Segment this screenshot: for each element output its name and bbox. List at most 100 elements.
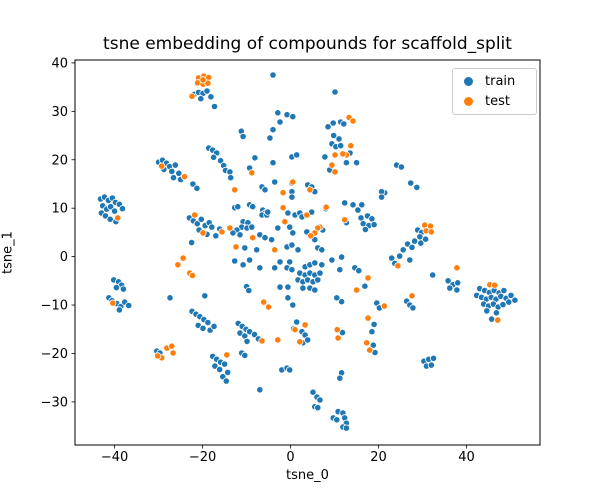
scatter-point-test: [394, 262, 402, 270]
scatter-point-train: [304, 336, 312, 344]
scatter-point-train: [227, 174, 235, 182]
scatter-point-train: [294, 246, 302, 254]
scatter-point-test: [274, 336, 282, 344]
scatter-point-train: [203, 87, 211, 95]
scatter-point-train: [293, 151, 301, 159]
legend: train test: [452, 68, 537, 115]
scatter-point-test: [174, 261, 182, 269]
scatter-point-train: [429, 354, 438, 362]
scatter-point-test: [364, 314, 372, 322]
scatter-point-train: [231, 257, 239, 265]
test-marker-icon: [464, 97, 473, 106]
scatter-point-test: [223, 351, 231, 359]
scatter-point-test: [191, 211, 199, 219]
scatter-point-test: [158, 162, 166, 170]
scatter-point-train: [193, 184, 201, 192]
scatter-point-train: [329, 119, 337, 127]
scatter-point-test: [366, 346, 374, 354]
scatter-point-train: [421, 235, 430, 243]
scatter-point-train: [507, 291, 515, 299]
scatter-point-train: [288, 193, 296, 201]
scatter-point-train: [269, 126, 277, 134]
scatter-point-test: [260, 298, 268, 306]
scatter-point-train: [286, 366, 294, 374]
scatter-point-train: [399, 246, 407, 254]
scatter-point-train: [316, 269, 324, 277]
scatter-point-train: [210, 153, 218, 161]
scatter-point-train: [368, 328, 376, 336]
scatter-point-train: [271, 264, 279, 272]
scatter-point-train: [276, 118, 284, 126]
scatter-point-train: [410, 237, 419, 245]
scatter-point-train: [168, 167, 176, 175]
scatter-point-train: [349, 201, 357, 209]
legend-label-train: train: [485, 74, 516, 89]
y-axis-label: tsne_1: [0, 231, 16, 274]
scatter-point-test: [421, 221, 429, 229]
scatter-point-train: [289, 113, 297, 121]
scatter-point-test: [204, 79, 212, 87]
train-marker-icon: [464, 77, 473, 86]
scatter-point-test: [291, 326, 299, 334]
scatter-point-test: [248, 169, 256, 177]
scatter-point-train: [245, 286, 253, 295]
scatter-point-train: [243, 337, 251, 345]
scatter-point-test: [289, 178, 297, 186]
scatter-point-train: [361, 225, 369, 234]
scatter-point-train: [246, 256, 254, 264]
scatter-point-train: [354, 206, 362, 214]
scatter-point-train: [211, 362, 219, 370]
scatter-point-train: [453, 286, 461, 294]
scatter-point-train: [355, 267, 363, 275]
y-tick-label: 20: [51, 153, 68, 168]
scatter-point-train: [377, 193, 386, 201]
scatter-point-test: [264, 303, 273, 311]
scatter-point-train: [266, 134, 274, 142]
scatter-point-train: [199, 324, 207, 332]
scatter-point-train: [499, 300, 507, 309]
scatter-point-train: [335, 135, 343, 143]
scatter-point-test: [322, 203, 330, 211]
scatter-point-train: [407, 179, 415, 187]
scatter-point-train: [269, 71, 277, 79]
scatter-point-test: [307, 232, 315, 240]
scatter-point-train: [171, 161, 179, 169]
scatter-point-train: [337, 298, 346, 306]
scatter-point-test: [339, 150, 347, 158]
scatter-point-train: [446, 284, 454, 292]
scatter-point-train: [311, 259, 319, 267]
scatter-point-test: [231, 186, 239, 194]
scatter-point-train: [261, 186, 269, 194]
scatter-point-test: [341, 216, 349, 224]
scatter-point-test: [349, 117, 357, 125]
scatter-point-test: [334, 334, 342, 342]
scatter-point-train: [299, 284, 307, 292]
scatter-point-train: [370, 320, 378, 328]
x-tick-label: 20: [370, 450, 387, 465]
scatter-point-train: [166, 294, 174, 302]
scatter-point-test: [232, 243, 240, 251]
scatter-point-test: [364, 274, 372, 282]
scatter-point-test: [154, 352, 162, 360]
scatter-point-train: [336, 374, 344, 382]
scatter-point-train: [222, 377, 230, 385]
scatter-point-train: [511, 296, 519, 304]
scatter-point-train: [369, 341, 377, 349]
y-tick-label: 0: [60, 250, 68, 265]
scatter-point-train: [224, 368, 232, 376]
scatter-point-train: [251, 154, 259, 162]
scatter-point-train: [342, 424, 350, 432]
scatter-point-train: [328, 256, 336, 264]
scatter-point-train: [337, 142, 345, 150]
scatter-point-test: [453, 264, 461, 272]
x-axis-label: tsne_0: [286, 468, 329, 483]
scatter-point-train: [253, 246, 261, 254]
scatter-point-test: [226, 224, 234, 232]
scatter-point-test: [333, 326, 341, 334]
scatter-point-train: [288, 241, 296, 249]
scatter-point-test: [168, 342, 176, 350]
scatter-point-train: [321, 153, 329, 161]
scatter-point-train: [284, 209, 292, 217]
scatter-point-train: [256, 386, 264, 394]
